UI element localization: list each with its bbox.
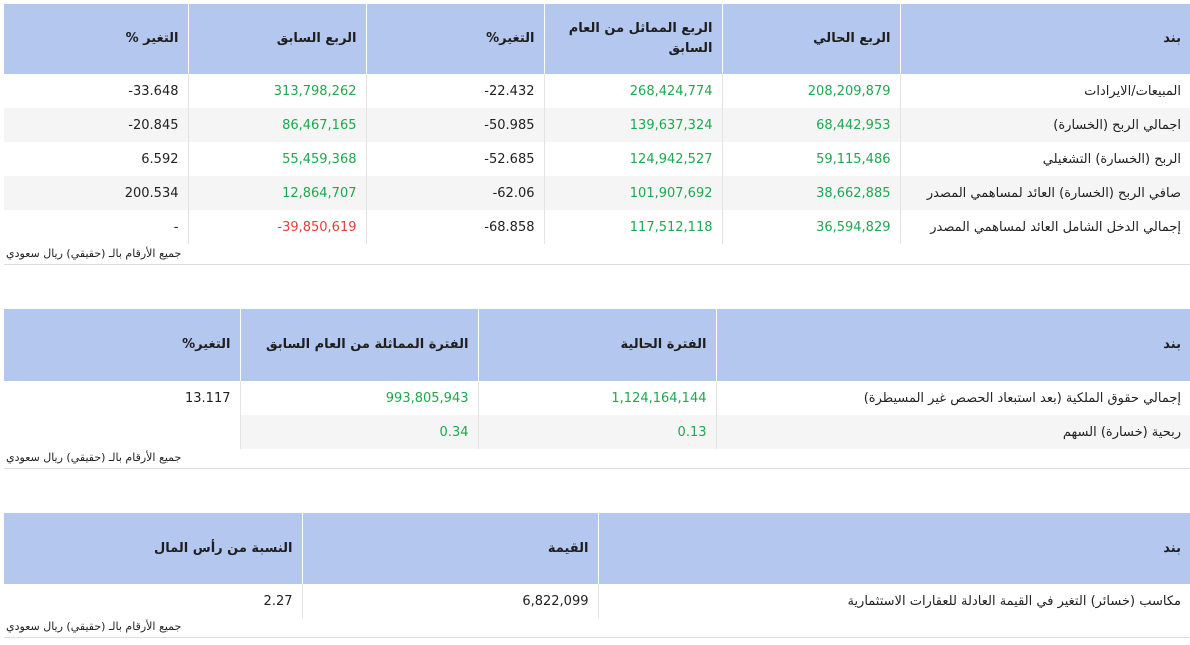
column-header: بند: [597, 513, 1190, 584]
table-cell: -: [4, 210, 188, 244]
table-cell: 200.534: [4, 176, 188, 210]
table-cell: 68,442,953: [721, 108, 900, 142]
table-cell: 1,124,164,144: [477, 381, 716, 415]
table-cell: 39,850,619-: [187, 210, 366, 244]
table-cell: 50.985-: [365, 108, 544, 142]
column-header: التغير %: [4, 4, 188, 74]
table-row: اجمالي الربح (الخسارة) 68,442,953 139,63…: [4, 108, 1190, 142]
table-cell: 62.06-: [365, 176, 544, 210]
table-cell: 6,822,099: [301, 584, 598, 618]
fair-value-table: بند القيمة النسبة من رأس المال مكاسب (خس…: [4, 513, 1190, 618]
table-row: إجمالي حقوق الملكية (بعد استبعاد الحصص غ…: [4, 381, 1190, 415]
table-cell: 0.34: [239, 415, 478, 449]
table-cell: 0.13: [477, 415, 716, 449]
row-label: مكاسب (خسائر) التغير في القيمة العادلة ل…: [597, 584, 1190, 618]
row-label: اجمالي الربح (الخسارة): [899, 108, 1190, 142]
table-header-row: بند القيمة النسبة من رأس المال: [4, 513, 1190, 584]
table-cell: 36,594,829: [721, 210, 900, 244]
equity-table: بند الفترة الحالية الفترة المماثلة من ال…: [4, 309, 1190, 449]
column-header: بند: [715, 309, 1190, 381]
column-header: التغير%: [4, 309, 240, 381]
table-cell: 268,424,774: [543, 74, 722, 108]
table-row: ربحية (خسارة) السهم 0.13 0.34: [4, 415, 1190, 449]
column-header: الفترة المماثلة من العام السابق: [239, 309, 478, 381]
currency-note: جميع الأرقام بالـ (حقيقي) ريال سعودي: [4, 451, 1190, 469]
row-label: صافي الربح (الخسارة) العائد لمساهمي المص…: [899, 176, 1190, 210]
table-cell: 313,798,262: [187, 74, 366, 108]
currency-note: جميع الأرقام بالـ (حقيقي) ريال سعودي: [4, 620, 1190, 638]
column-header: الربع السابق: [187, 4, 366, 74]
table-cell: 55,459,368: [187, 142, 366, 176]
row-label: ربحية (خسارة) السهم: [715, 415, 1190, 449]
table-cell: 208,209,879: [721, 74, 900, 108]
table-cell: 38,662,885: [721, 176, 900, 210]
table-header-row: بند الفترة الحالية الفترة المماثلة من ال…: [4, 309, 1190, 381]
table-cell: 139,637,324: [543, 108, 722, 142]
table-cell: 124,942,527: [543, 142, 722, 176]
table-cell: 52.685-: [365, 142, 544, 176]
table-cell: 33.648-: [4, 74, 188, 108]
table-cell: 68.858-: [365, 210, 544, 244]
table-cell: 2.27: [4, 584, 302, 618]
column-header: القيمة: [301, 513, 598, 584]
table-cell: 13.117: [4, 381, 240, 415]
table-cell: 993,805,943: [239, 381, 478, 415]
row-label: الربح (الخسارة) التشغيلي: [899, 142, 1190, 176]
table-cell: 59,115,486: [721, 142, 900, 176]
table-cell: 117,512,118: [543, 210, 722, 244]
table-row: المبيعات/الايرادات 208,209,879 268,424,7…: [4, 74, 1190, 108]
table-cell: 6.592: [4, 142, 188, 176]
table-row: إجمالي الدخل الشامل العائد لمساهمي المصد…: [4, 210, 1190, 244]
column-header: بند: [899, 4, 1190, 74]
table-cell: 101,907,692: [543, 176, 722, 210]
row-label: إجمالي حقوق الملكية (بعد استبعاد الحصص غ…: [715, 381, 1190, 415]
column-header: الربع الحالي: [721, 4, 900, 74]
table-cell: 22.432-: [365, 74, 544, 108]
column-header: الفترة الحالية: [477, 309, 716, 381]
table-cell: 20.845-: [4, 108, 188, 142]
table-header-row: بند الربع الحالي الربع المماثل من العام …: [4, 4, 1190, 74]
table-cell: 86,467,165: [187, 108, 366, 142]
table-cell: [4, 415, 240, 449]
column-header: الربع المماثل من العام السابق: [543, 4, 722, 74]
row-label: المبيعات/الايرادات: [899, 74, 1190, 108]
table-row: صافي الربح (الخسارة) العائد لمساهمي المص…: [4, 176, 1190, 210]
column-header: التغير%: [365, 4, 544, 74]
income-table: بند الربع الحالي الربع المماثل من العام …: [4, 4, 1190, 244]
table-cell: 12,864,707: [187, 176, 366, 210]
table-row: الربح (الخسارة) التشغيلي 59,115,486 124,…: [4, 142, 1190, 176]
column-header: النسبة من رأس المال: [4, 513, 302, 584]
currency-note: جميع الأرقام بالـ (حقيقي) ريال سعودي: [4, 247, 1190, 265]
row-label: إجمالي الدخل الشامل العائد لمساهمي المصد…: [899, 210, 1190, 244]
table-row: مكاسب (خسائر) التغير في القيمة العادلة ل…: [4, 584, 1190, 618]
